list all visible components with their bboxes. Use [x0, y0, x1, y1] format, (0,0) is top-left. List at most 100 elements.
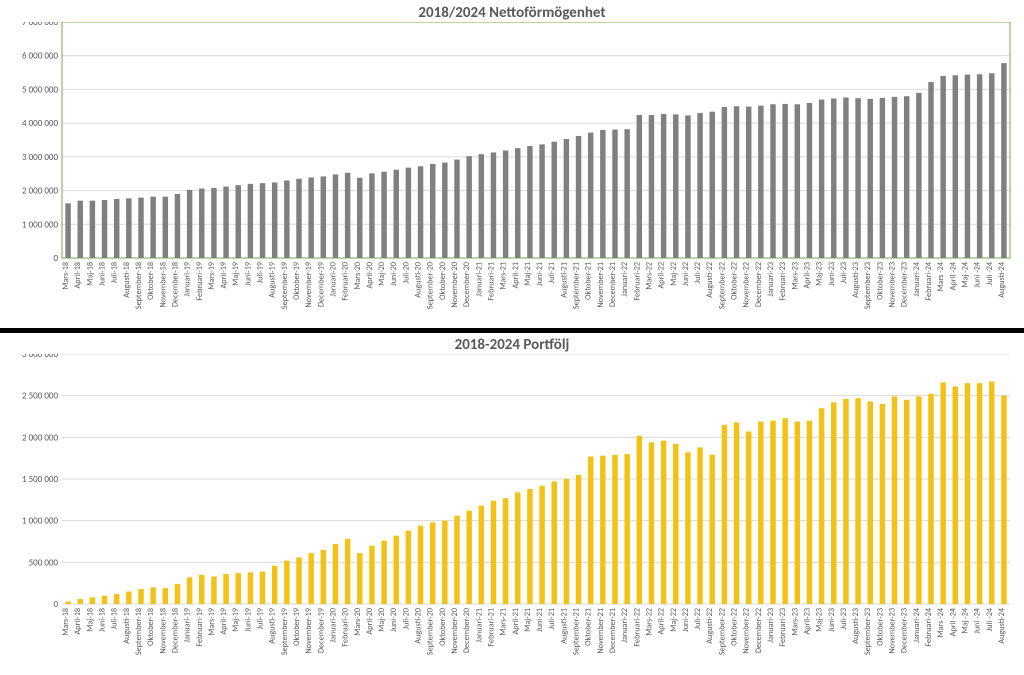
svg-text:December-18: December-18 — [170, 262, 180, 307]
svg-text:November-22: November-22 — [742, 608, 752, 654]
svg-text:September-18: September-18 — [134, 608, 144, 655]
svg-text:November-21: November-21 — [596, 608, 606, 654]
svg-text:April-19: April-19 — [219, 608, 229, 634]
svg-text:Oktober-23: Oktober-23 — [875, 262, 885, 300]
svg-text:Augusti-23: Augusti-23 — [851, 262, 861, 298]
svg-text:Juli-20: Juli-20 — [401, 608, 411, 629]
svg-text:September-21: September-21 — [572, 608, 582, 655]
svg-text:December-19: December-19 — [316, 262, 326, 307]
svg-text:Mars-19: Mars-19 — [207, 262, 217, 290]
svg-text:December-23: December-23 — [900, 608, 910, 653]
svg-text:Augusti-21: Augusti-21 — [559, 608, 569, 644]
svg-text:December-18: December-18 — [170, 608, 180, 653]
svg-text:Mars-21: Mars-21 — [499, 608, 509, 636]
svg-text:0: 0 — [53, 599, 58, 610]
svg-text:Juni-18: Juni-18 — [98, 262, 108, 286]
svg-text:Maj-23: Maj-23 — [815, 608, 825, 632]
svg-text:6 000 000: 6 000 000 — [22, 51, 58, 62]
svg-text:April-18: April-18 — [73, 608, 83, 634]
svg-text:December-20: December-20 — [462, 608, 472, 653]
svg-text:Mars -24: Mars -24 — [936, 607, 946, 637]
svg-text:500 000: 500 000 — [29, 557, 59, 568]
svg-text:0: 0 — [53, 253, 58, 264]
svg-text:Augusti-20: Augusti-20 — [414, 608, 424, 644]
svg-text:Augusti-20: Augusti-20 — [414, 262, 424, 298]
nettoformogenhet-title: 2018/2024 Nettoförmögenhet — [2, 4, 1022, 22]
svg-text:September-23: September-23 — [863, 262, 873, 309]
svg-text:Januari-22: Januari-22 — [620, 262, 630, 297]
svg-text:Oktober-21: Oktober-21 — [584, 608, 594, 646]
svg-text:Augusti-22: Augusti-22 — [705, 262, 715, 298]
svg-text:Mars-23: Mars-23 — [790, 262, 800, 290]
svg-text:Augusti-24: Augusti-24 — [997, 607, 1007, 644]
svg-text:Oktober-21: Oktober-21 — [584, 262, 594, 300]
svg-text:September-22: September-22 — [717, 608, 727, 655]
svg-text:3 000 000: 3 000 000 — [22, 354, 58, 360]
svg-text:Augusti-21: Augusti-21 — [559, 262, 569, 298]
svg-text:April-22: April-22 — [657, 608, 667, 634]
svg-text:Februari-20: Februari-20 — [341, 608, 351, 647]
svg-text:Januari-21: Januari-21 — [474, 608, 484, 643]
svg-text:Januari-19: Januari-19 — [183, 262, 193, 297]
svg-text:Mars-21: Mars-21 — [499, 262, 509, 290]
svg-text:Juli-18: Juli-18 — [110, 608, 120, 629]
svg-text:Augusti-23: Augusti-23 — [851, 608, 861, 644]
svg-text:Juli-22: Juli-22 — [693, 262, 703, 283]
svg-text:1 000 000: 1 000 000 — [22, 516, 58, 527]
svg-text:2 000 000: 2 000 000 — [22, 186, 58, 197]
svg-text:Mars-23: Mars-23 — [790, 608, 800, 636]
svg-text:Januari-24: Januari-24 — [912, 607, 922, 642]
svg-text:December-19: December-19 — [316, 608, 326, 653]
svg-text:April-21: April-21 — [511, 608, 521, 634]
svg-text:Januari-19: Januari-19 — [183, 608, 193, 643]
svg-text:Oktober-23: Oktober-23 — [875, 608, 885, 646]
svg-text:Juni-20: Juni-20 — [389, 608, 399, 632]
nettoformogenhet-chart-panel: 2018/2024 Nettoförmögenhet 01 000 0002 0… — [2, 2, 1022, 326]
svg-text:Februari-23: Februari-23 — [778, 262, 788, 301]
svg-text:Februari-24: Februari-24 — [924, 261, 934, 300]
svg-text:Juni -24: Juni -24 — [973, 261, 983, 288]
svg-text:Februari-21: Februari-21 — [486, 262, 496, 301]
svg-text:Maj-21: Maj-21 — [523, 262, 533, 286]
svg-text:September-19: September-19 — [280, 262, 290, 309]
svg-text:Februari-19: Februari-19 — [195, 608, 205, 647]
svg-text:Juni-22: Juni-22 — [681, 262, 691, 286]
svg-text:Juli-21: Juli-21 — [547, 262, 557, 283]
svg-text:Oktober-20: Oktober-20 — [438, 262, 448, 300]
svg-text:December-22: December-22 — [754, 262, 764, 307]
nettoformogenhet-bar-chart: 01 000 0002 000 0003 000 0004 000 0005 0… — [2, 22, 1020, 322]
svg-text:4 000 000: 4 000 000 — [22, 118, 58, 129]
svg-text:April-20: April-20 — [365, 608, 375, 634]
svg-text:Juni-18: Juni-18 — [98, 608, 108, 632]
svg-text:2 000 000: 2 000 000 — [22, 432, 58, 443]
svg-text:Juni-21: Juni-21 — [535, 608, 545, 632]
svg-text:Juni-23: Juni-23 — [827, 262, 837, 286]
svg-text:Maj-22: Maj-22 — [669, 608, 679, 632]
svg-text:Juli-20: Juli-20 — [401, 262, 411, 283]
svg-text:Januari-24: Januari-24 — [912, 261, 922, 296]
svg-text:Maj-18: Maj-18 — [85, 608, 95, 632]
svg-text:Oktober-22: Oktober-22 — [730, 608, 740, 646]
svg-text:Oktober-20: Oktober-20 — [438, 608, 448, 646]
svg-text:Januari-23: Januari-23 — [766, 262, 776, 297]
svg-text:Juli -24: Juli -24 — [985, 607, 995, 631]
svg-text:April-20: April-20 — [365, 262, 375, 288]
svg-text:Mars-19: Mars-19 — [207, 608, 217, 636]
svg-text:December-21: December-21 — [608, 262, 618, 307]
svg-text:Mars-22: Mars-22 — [644, 262, 654, 290]
svg-text:Juli-19: Juli-19 — [256, 608, 266, 629]
svg-text:December-23: December-23 — [900, 262, 910, 307]
svg-text:Februari-22: Februari-22 — [632, 608, 642, 647]
svg-text:Januari-20: Januari-20 — [328, 262, 338, 297]
svg-text:November-23: November-23 — [888, 608, 898, 654]
svg-text:Januari-20: Januari-20 — [328, 608, 338, 643]
svg-text:Juni-22: Juni-22 — [681, 608, 691, 632]
svg-text:Maj -24: Maj -24 — [960, 261, 970, 287]
svg-text:September-19: September-19 — [280, 608, 290, 655]
svg-text:Januari-21: Januari-21 — [474, 262, 484, 297]
svg-text:April-23: April-23 — [802, 608, 812, 634]
svg-text:Juli-19: Juli-19 — [256, 262, 266, 283]
svg-text:November-18: November-18 — [158, 262, 168, 308]
svg-text:Juni-19: Juni-19 — [243, 262, 253, 286]
svg-text:September-23: September-23 — [863, 608, 873, 655]
